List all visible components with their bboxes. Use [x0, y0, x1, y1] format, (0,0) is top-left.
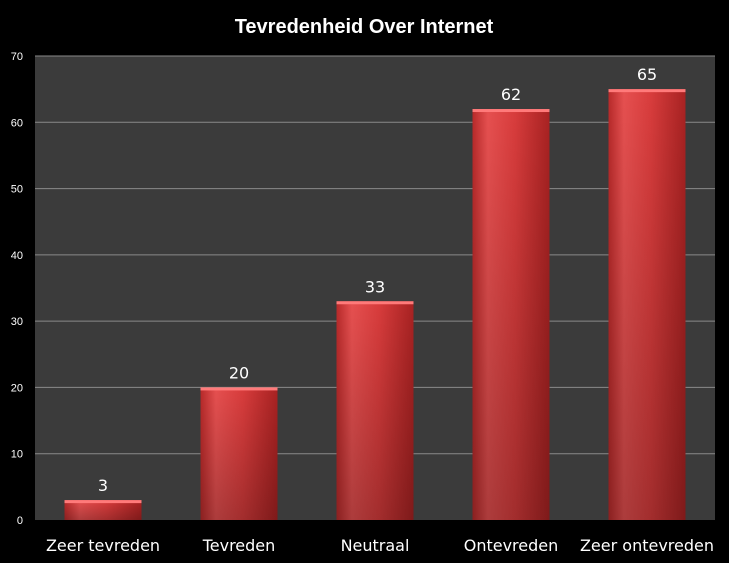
- data-label: 65: [637, 65, 657, 84]
- chart-title: Tevredenheid Over Internet: [235, 16, 494, 38]
- x-tick-label: Zeer tevreden: [46, 536, 160, 555]
- bar-top-highlight: [608, 89, 686, 93]
- bar-top-highlight: [64, 500, 142, 504]
- bar: [472, 109, 550, 521]
- y-tick-label: 60: [11, 117, 23, 129]
- x-tick-label: Zeer ontevreden: [580, 536, 714, 555]
- y-tick-label: 40: [11, 250, 23, 262]
- bar: [64, 500, 142, 520]
- y-tick-label: 50: [11, 184, 23, 196]
- bar-shade: [200, 387, 278, 520]
- data-label: 33: [365, 277, 385, 296]
- bars: [64, 89, 686, 521]
- x-tick-label: Ontevreden: [464, 536, 559, 555]
- y-tick-label: 70: [11, 51, 23, 63]
- bar-shade: [64, 500, 142, 520]
- bar-top-highlight: [336, 301, 414, 305]
- bar: [608, 89, 686, 521]
- bar: [336, 301, 414, 520]
- bar-top-highlight: [200, 387, 278, 391]
- y-tick-label: 10: [11, 449, 23, 461]
- data-label: 62: [501, 85, 521, 104]
- data-label: 20: [229, 363, 249, 382]
- bar: [200, 387, 278, 520]
- x-tick-label: Tevreden: [202, 536, 276, 555]
- x-axis-ticks: Zeer tevreden Tevreden Neutraal Ontevreden Z…: [46, 536, 714, 555]
- y-tick-label: 30: [11, 316, 23, 328]
- data-label: 3: [98, 476, 108, 495]
- data-labels: 3 20 33 62 65: [98, 65, 657, 495]
- bar-shade: [472, 109, 550, 521]
- y-axis-ticks: 0 10 20 30 40 50 60 70: [11, 51, 23, 527]
- x-tick-label: Neutraal: [341, 536, 410, 555]
- bar-shade: [608, 89, 686, 521]
- bar-shade: [336, 301, 414, 520]
- bar-top-highlight: [472, 109, 550, 113]
- y-tick-label: 20: [11, 382, 23, 394]
- y-tick-label: 0: [17, 515, 23, 527]
